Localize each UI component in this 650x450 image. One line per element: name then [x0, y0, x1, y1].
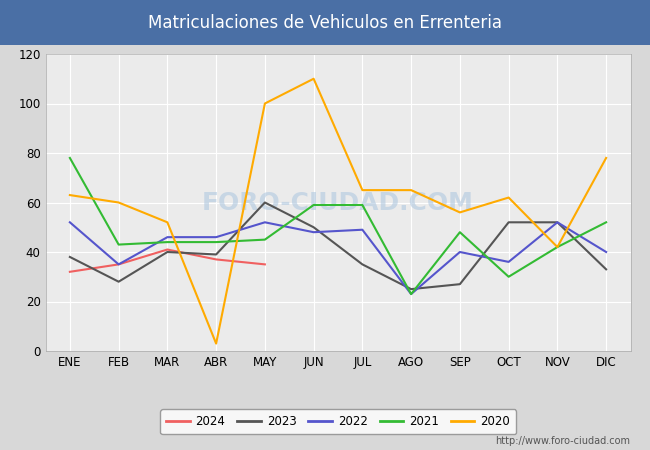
Text: FORO-CIUDAD.COM: FORO-CIUDAD.COM [202, 190, 474, 215]
Text: Matriculaciones de Vehiculos en Errenteria: Matriculaciones de Vehiculos en Errenter… [148, 14, 502, 32]
Text: http://www.foro-ciudad.com: http://www.foro-ciudad.com [495, 436, 630, 446]
Legend: 2024, 2023, 2022, 2021, 2020: 2024, 2023, 2022, 2021, 2020 [160, 410, 516, 434]
